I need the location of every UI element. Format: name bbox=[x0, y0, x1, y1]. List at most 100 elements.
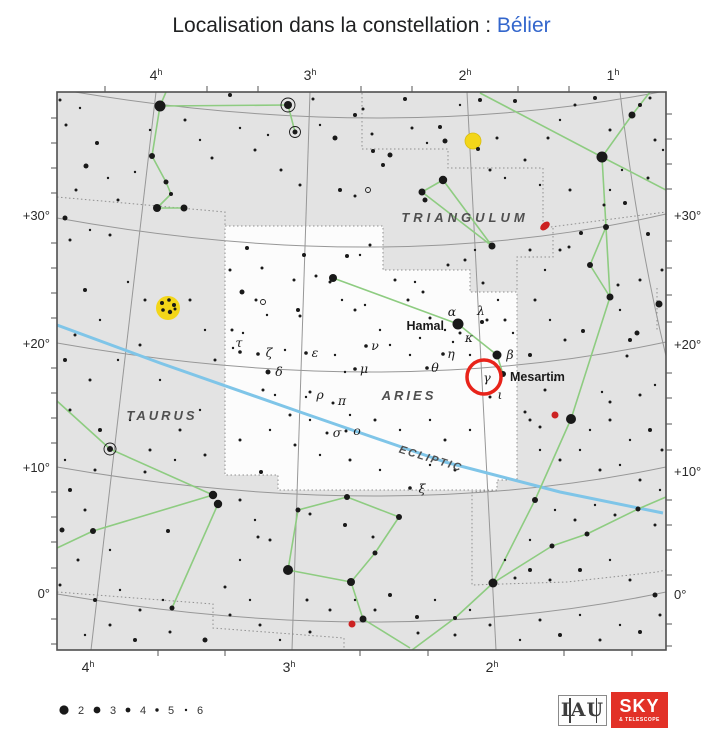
ra-label-top: 2h bbox=[459, 67, 472, 83]
star bbox=[328, 608, 332, 612]
star bbox=[623, 201, 627, 205]
star bbox=[284, 101, 292, 109]
star bbox=[143, 470, 147, 474]
star bbox=[298, 314, 302, 318]
star bbox=[154, 100, 166, 112]
star bbox=[371, 535, 375, 539]
star bbox=[311, 97, 315, 101]
right-ascension-line bbox=[90, 92, 157, 650]
constellation-line bbox=[287, 104, 296, 133]
star bbox=[203, 453, 207, 457]
star-ring bbox=[280, 97, 296, 113]
star bbox=[451, 340, 455, 344]
dec-label-right: 0° bbox=[674, 587, 686, 602]
star-greek-label: α bbox=[448, 304, 457, 319]
legend-dot bbox=[59, 705, 69, 715]
star-name-label: Mesartim bbox=[510, 370, 565, 384]
star bbox=[68, 238, 72, 242]
iau-logo-bar bbox=[569, 698, 571, 723]
dec-label-right: +20° bbox=[674, 337, 701, 352]
star bbox=[608, 418, 612, 422]
declination-line bbox=[57, 213, 666, 248]
star bbox=[332, 135, 338, 141]
star bbox=[658, 488, 662, 492]
star bbox=[488, 578, 498, 588]
legend-dot bbox=[125, 707, 131, 713]
star bbox=[133, 638, 137, 642]
star bbox=[558, 248, 562, 252]
star bbox=[442, 138, 448, 144]
star bbox=[653, 383, 657, 387]
constellation-boundary bbox=[57, 196, 226, 226]
star bbox=[353, 308, 357, 312]
star bbox=[488, 168, 492, 172]
star bbox=[329, 274, 337, 282]
star bbox=[388, 593, 392, 597]
cluster-star bbox=[172, 303, 176, 307]
star bbox=[513, 576, 517, 580]
star bbox=[283, 565, 293, 575]
star bbox=[638, 478, 642, 482]
star bbox=[210, 156, 214, 160]
star bbox=[353, 113, 357, 117]
constellation-line bbox=[479, 92, 603, 158]
star bbox=[661, 148, 665, 152]
star bbox=[168, 630, 172, 634]
star bbox=[538, 425, 542, 429]
star bbox=[495, 136, 499, 140]
declination-line bbox=[57, 466, 666, 497]
cluster-star bbox=[173, 307, 177, 311]
star-greek-label: δ bbox=[275, 364, 283, 379]
star bbox=[403, 97, 407, 101]
cluster-star bbox=[167, 309, 173, 315]
star bbox=[446, 263, 450, 267]
star bbox=[325, 431, 329, 435]
constellation-name: TAURUS bbox=[126, 408, 197, 423]
chart-content bbox=[57, 92, 666, 650]
star bbox=[90, 528, 96, 534]
ra-label-top: 1h bbox=[607, 67, 620, 83]
star bbox=[593, 96, 597, 100]
star bbox=[265, 369, 271, 375]
star bbox=[245, 246, 249, 250]
star bbox=[608, 128, 612, 132]
star bbox=[74, 188, 78, 192]
star bbox=[256, 352, 260, 356]
star bbox=[239, 289, 245, 295]
star bbox=[473, 248, 477, 252]
star bbox=[292, 129, 298, 135]
star bbox=[261, 388, 265, 392]
star bbox=[63, 458, 67, 462]
constellation-link[interactable]: Bélier bbox=[496, 14, 551, 37]
iau-logo: IAU bbox=[558, 695, 607, 726]
star bbox=[373, 418, 377, 422]
star-greek-label: τ bbox=[236, 335, 244, 350]
star bbox=[578, 613, 582, 617]
star bbox=[296, 308, 300, 312]
star bbox=[68, 408, 72, 412]
star bbox=[178, 428, 182, 432]
star bbox=[618, 623, 622, 627]
star bbox=[655, 300, 663, 308]
star bbox=[425, 366, 429, 370]
star bbox=[413, 280, 417, 284]
star bbox=[241, 331, 245, 335]
constellation-line bbox=[492, 296, 611, 584]
star bbox=[488, 242, 496, 250]
star bbox=[408, 486, 412, 490]
star bbox=[266, 133, 270, 137]
star bbox=[602, 203, 606, 207]
star bbox=[503, 558, 507, 562]
star bbox=[408, 353, 412, 357]
star bbox=[518, 638, 522, 642]
star bbox=[344, 494, 350, 500]
star bbox=[260, 266, 264, 270]
star bbox=[578, 568, 582, 572]
star bbox=[652, 592, 658, 598]
star bbox=[202, 637, 208, 643]
star bbox=[288, 413, 292, 417]
star bbox=[95, 141, 99, 145]
star bbox=[338, 188, 342, 192]
ra-label-top: 3h bbox=[304, 67, 317, 83]
star bbox=[441, 352, 445, 356]
